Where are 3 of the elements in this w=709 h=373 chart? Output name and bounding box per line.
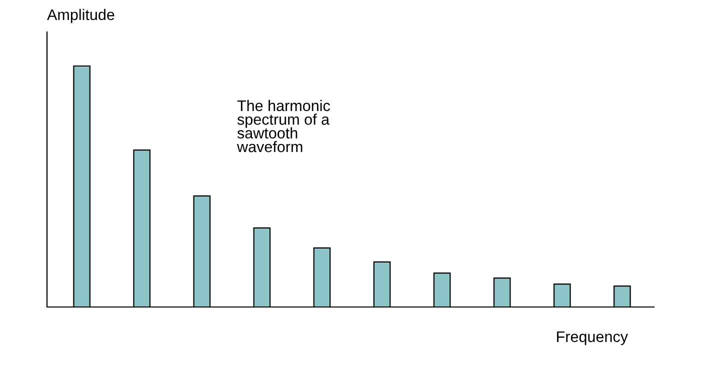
y-axis-title: Amplitude bbox=[47, 8, 114, 24]
annotation: The harmonic spectrum of a sawtooth waveform bbox=[236, 100, 330, 152]
x-axis-title: Frequency bbox=[557, 331, 628, 346]
